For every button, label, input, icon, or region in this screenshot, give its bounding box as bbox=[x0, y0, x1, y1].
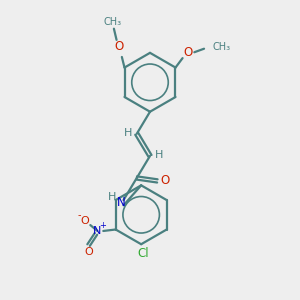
Text: CH₃: CH₃ bbox=[212, 42, 230, 52]
Text: -: - bbox=[78, 210, 82, 220]
Text: O: O bbox=[84, 247, 93, 256]
Text: O: O bbox=[81, 216, 89, 226]
Text: O: O bbox=[160, 174, 169, 187]
Text: N: N bbox=[93, 226, 102, 236]
Text: O: O bbox=[183, 46, 193, 59]
Text: +: + bbox=[99, 221, 106, 230]
Text: CH₃: CH₃ bbox=[104, 17, 122, 27]
Text: Cl: Cl bbox=[138, 247, 149, 260]
Text: O: O bbox=[115, 40, 124, 53]
Text: H: H bbox=[154, 150, 163, 160]
Text: H: H bbox=[108, 191, 116, 202]
Text: H: H bbox=[124, 128, 132, 138]
Text: N: N bbox=[117, 196, 125, 209]
